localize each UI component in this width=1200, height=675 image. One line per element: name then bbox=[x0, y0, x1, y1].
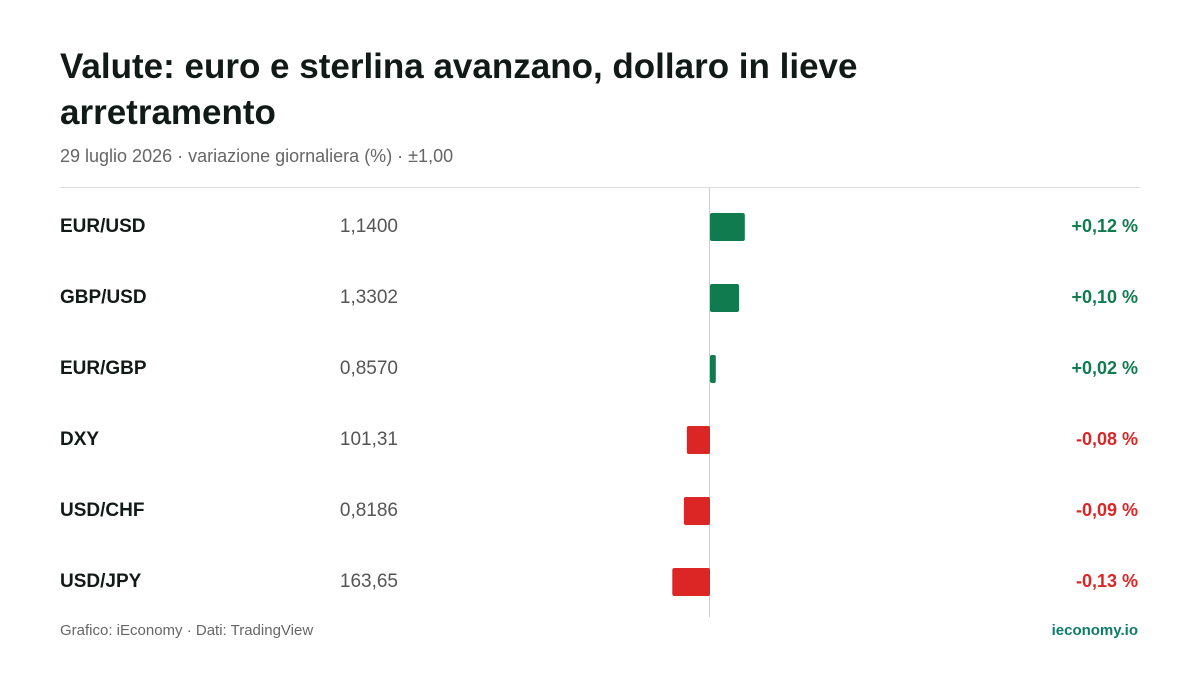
bar bbox=[686, 426, 710, 454]
value-label: -0,08 % bbox=[1076, 429, 1138, 449]
price: 163,65 bbox=[340, 571, 398, 592]
pair-label: USD/CHF bbox=[60, 500, 144, 521]
value-label: -0,13 % bbox=[1076, 571, 1138, 591]
bar bbox=[710, 284, 739, 312]
bar bbox=[683, 497, 710, 525]
bar bbox=[672, 568, 710, 596]
price: 1,3302 bbox=[340, 287, 398, 308]
value-label: -0,09 % bbox=[1076, 500, 1138, 520]
value-label: +0,10 % bbox=[1071, 287, 1138, 307]
pair-label: DXY bbox=[60, 429, 99, 450]
price: 1,1400 bbox=[340, 216, 398, 237]
pair-label: USD/JPY bbox=[60, 571, 142, 592]
value-label: +0,12 % bbox=[1071, 216, 1138, 236]
pair-label: GBP/USD bbox=[60, 287, 147, 308]
price: 101,31 bbox=[340, 429, 398, 450]
pair-label: EUR/GBP bbox=[60, 358, 147, 379]
bar bbox=[710, 355, 716, 383]
price: 0,8186 bbox=[340, 500, 398, 521]
brand: ieconomy.io bbox=[1052, 622, 1138, 639]
chart-title: Valute: euro e sterlina avanzano, dollar… bbox=[60, 47, 858, 132]
source: Grafico: iEconomy · Dati: TradingView bbox=[60, 622, 313, 639]
price: 0,8570 bbox=[340, 358, 398, 379]
bar bbox=[710, 213, 745, 241]
chart-subtitle: 29 luglio 2026 · variazione giornaliera … bbox=[60, 146, 454, 166]
pair-label: EUR/USD bbox=[60, 216, 146, 237]
value-label: +0,02 % bbox=[1071, 358, 1138, 378]
